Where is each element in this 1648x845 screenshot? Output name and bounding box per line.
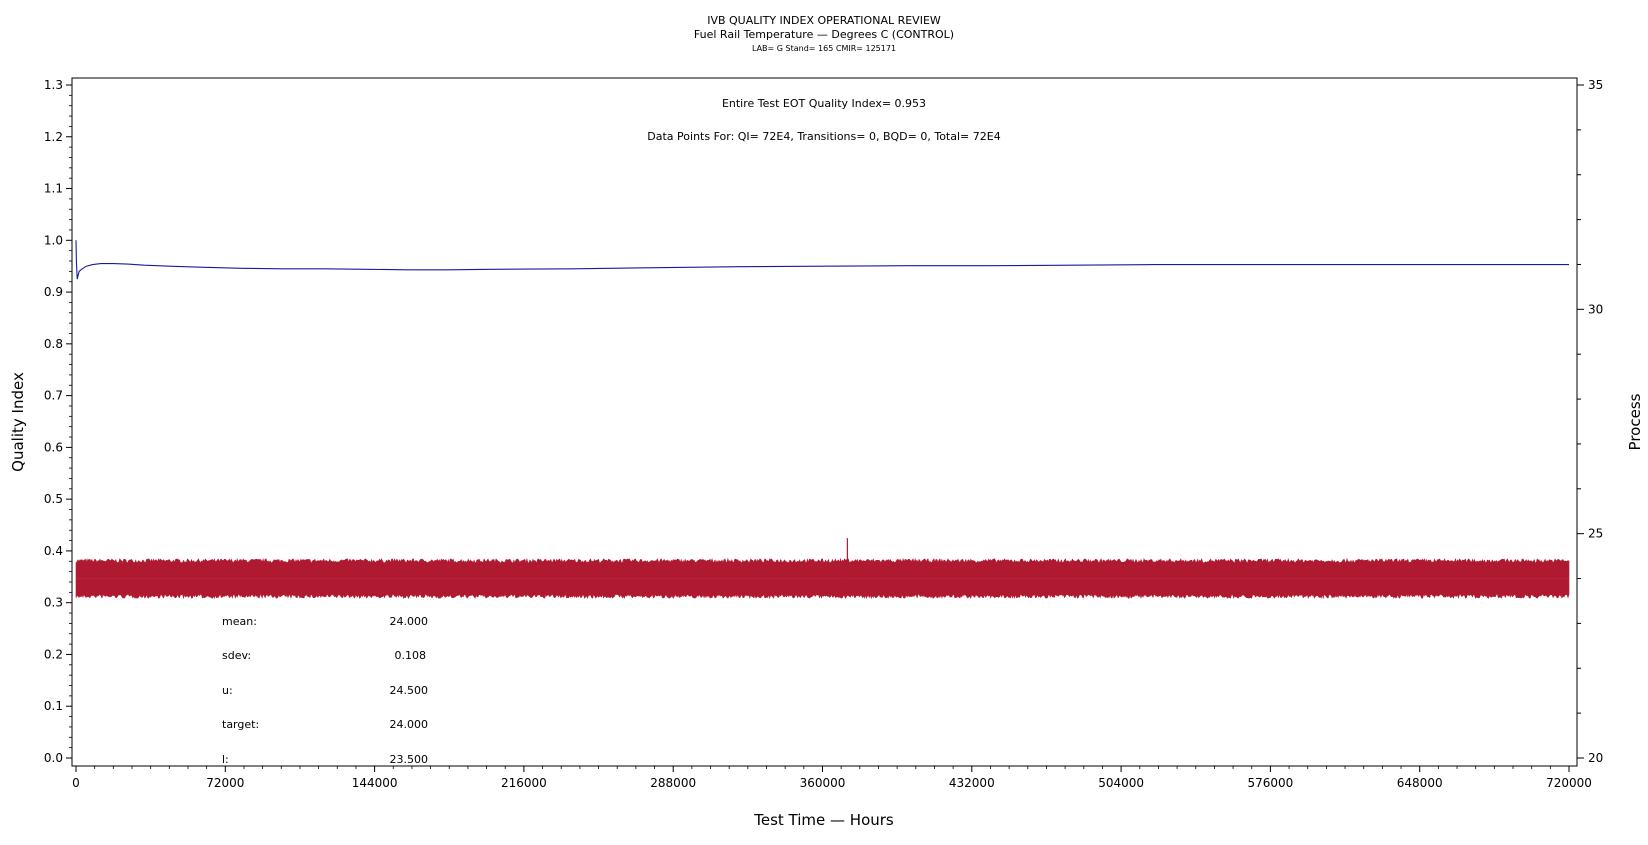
- y-tick-label: 0.4: [44, 544, 63, 558]
- y2-tick-label: 20: [1588, 751, 1603, 765]
- qi-annotation: Entire Test EOT Quality Index= 0.953: [722, 97, 926, 110]
- stat-u-value: 24.500: [390, 684, 429, 697]
- quality-index-line: [75, 240, 1569, 280]
- y2-axis-label: Process: [1626, 393, 1644, 450]
- y2-tick-label: 35: [1588, 78, 1603, 92]
- stat-u-label: u:: [222, 684, 233, 697]
- y-axis-label: Quality Index: [9, 372, 27, 472]
- x-tick-label: 720000: [1546, 776, 1592, 790]
- stat-l-value: 23.500: [390, 753, 429, 766]
- y-tick-label: 1.2: [44, 130, 63, 144]
- x-tick-label: 288000: [650, 776, 696, 790]
- y-tick-label: 1.3: [44, 78, 63, 92]
- y-tick-label: 0.8: [44, 337, 63, 351]
- stat-sdev-value: 0.108: [395, 649, 427, 662]
- y-tick-label: 0.9: [44, 285, 63, 299]
- x-tick-label: 648000: [1397, 776, 1443, 790]
- y-tick-label: 0.3: [44, 596, 63, 610]
- stat-target-label: target:: [222, 718, 259, 731]
- stat-mean-value: 24.000: [390, 615, 429, 628]
- plot-frame: [71, 77, 1578, 767]
- y-tick-label: 0.6: [44, 440, 63, 454]
- x-tick-label: 144000: [352, 776, 398, 790]
- stat-target-value: 24.000: [390, 718, 429, 731]
- stat-l-label: l:: [222, 753, 229, 766]
- y2-tick-label: 30: [1588, 302, 1603, 316]
- y2-tick-label: 25: [1588, 527, 1603, 541]
- x-tick-label: 72000: [206, 776, 244, 790]
- chart-subtitle: Fuel Rail Temperature — Degrees C (CONTR…: [694, 28, 954, 41]
- y-tick-label: 0.1: [44, 699, 63, 713]
- series-layer: [75, 240, 1570, 600]
- x-tick-label: 0: [72, 776, 80, 790]
- stat-mean-label: mean:: [222, 615, 257, 628]
- x-tick-label: 504000: [1098, 776, 1144, 790]
- y-tick-label: 0.7: [44, 389, 63, 403]
- x-tick-label: 432000: [949, 776, 995, 790]
- chart-subtitle-lab: LAB= G Stand= 165 CMIR= 125171: [752, 44, 896, 53]
- y-tick-label: 1.0: [44, 233, 63, 247]
- axis-layer: 0.0 0.1 0.2 0.3 0.4 0.5 0.6 0.7 0.8 0.9 1.0 1.1 1.2 1…: [44, 78, 1603, 790]
- stat-sdev-label: sdev:: [222, 649, 251, 662]
- x-tick-label: 576000: [1247, 776, 1293, 790]
- stats-block: mean: 24.000 sdev: 0.108 u: 24.500 targe…: [222, 615, 428, 766]
- y-tick-label: 1.1: [44, 182, 63, 196]
- data-points-annotation: Data Points For: QI= 72E4, Transitions= …: [647, 130, 1000, 143]
- y-tick-label: 0.0: [44, 751, 63, 765]
- y-tick-label: 0.2: [44, 647, 63, 661]
- y-tick-label: 0.5: [44, 492, 63, 506]
- x-tick-label: 216000: [501, 776, 547, 790]
- x-axis-label: Test Time — Hours: [753, 811, 894, 829]
- x-tick-label: 360000: [800, 776, 846, 790]
- chart-title: IVB QUALITY INDEX OPERATIONAL REVIEW: [707, 14, 941, 27]
